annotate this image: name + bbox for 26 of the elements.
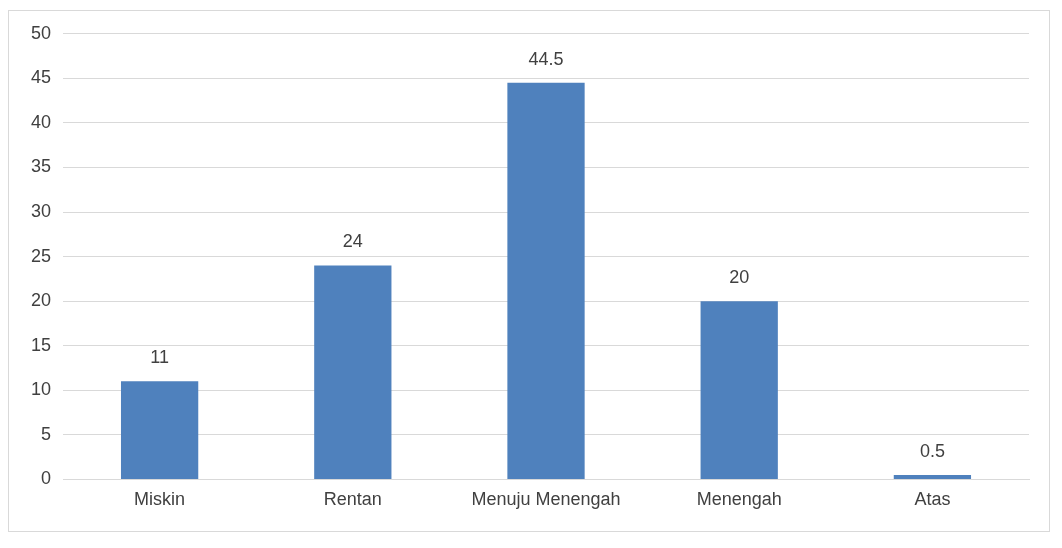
y-tick-label: 30 [30, 201, 52, 222]
bar [893, 474, 972, 479]
y-tick-label: 5 [41, 423, 52, 444]
x-tick-label: Miskin [134, 489, 186, 510]
y-tick-label: 10 [30, 379, 52, 400]
y-tick-label: 40 [30, 111, 52, 132]
x-tick-label: Atas [914, 489, 951, 510]
x-tick-label: Menengah [696, 489, 782, 510]
data-label: 0.5 [919, 440, 945, 461]
y-tick-label: 45 [30, 67, 52, 88]
bar [120, 381, 199, 479]
y-tick-label: 20 [30, 290, 52, 311]
data-label: 44.5 [528, 48, 564, 69]
bar [700, 301, 778, 479]
data-label: 24 [342, 231, 363, 252]
y-tick-label: 15 [30, 334, 52, 355]
bar [507, 82, 585, 479]
y-tick-label: 25 [30, 245, 52, 266]
x-tick-label: Menuju Menengah [471, 489, 621, 510]
y-tick-label: 0 [41, 468, 52, 489]
x-tick-label: Rentan [323, 489, 382, 510]
data-label: 20 [729, 267, 750, 288]
data-label: 11 [150, 347, 169, 368]
bar [314, 265, 392, 479]
y-tick-label: 35 [30, 156, 52, 177]
y-tick-label: 50 [30, 22, 52, 43]
